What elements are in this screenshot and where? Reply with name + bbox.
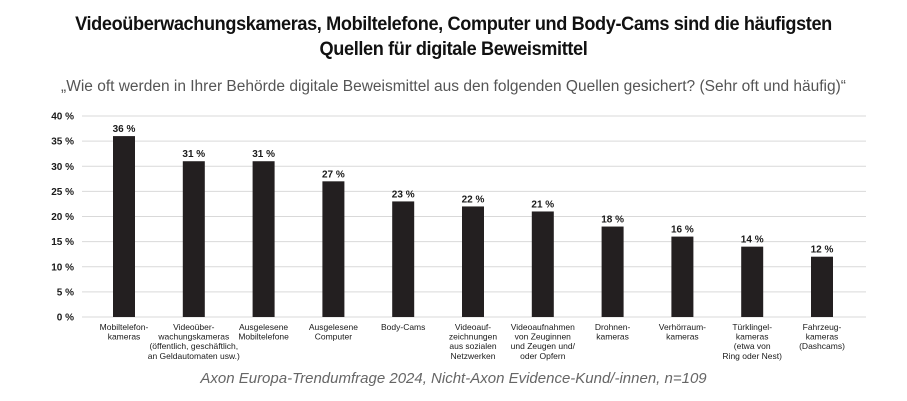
y-tick-label: 40 % xyxy=(51,112,74,123)
x-tick-label: Türklingel-kameras (etwa von Ring oder Nes… xyxy=(722,322,782,361)
x-tick-label: Videoauf-zeichnungen aus sozialen Netzwerk… xyxy=(449,322,497,361)
data-label: 22 % xyxy=(462,194,485,205)
y-tick-label: 30 % xyxy=(51,162,74,173)
y-tick-label: 25 % xyxy=(51,187,74,198)
y-tick-label: 20 % xyxy=(51,212,74,223)
bar xyxy=(182,161,205,317)
chart-title: Videoüberwachungskameras, Mobiltelefone,… xyxy=(32,12,876,62)
x-tick-label: Body-Cams xyxy=(381,322,425,332)
data-label: 31 % xyxy=(252,149,275,160)
chart-title-line-1: Videoüberwachungskameras, Mobiltelefone,… xyxy=(75,13,832,35)
chart-title-line-2: Quellen für digitale Beweismittel xyxy=(319,38,588,60)
x-tick-label: Ausgelesene Computer xyxy=(309,322,358,342)
data-label: 23 % xyxy=(392,189,415,200)
bar xyxy=(392,201,415,317)
data-label: 12 % xyxy=(811,245,834,256)
data-label: 16 % xyxy=(671,225,694,236)
x-tick-label: Verhörraum-kameras xyxy=(659,322,706,342)
bar xyxy=(322,181,345,317)
bar xyxy=(531,211,554,317)
x-tick-label: Mobiltelefon-kameras xyxy=(100,322,149,342)
source-footnote: Axon Europa-Trendumfrage 2024, Nicht-Axo… xyxy=(200,370,707,387)
bar xyxy=(462,206,484,317)
data-label: 14 % xyxy=(741,235,764,246)
x-tick-label: Fahrzeug-kameras (Dashcams) xyxy=(799,322,845,351)
bar xyxy=(113,136,135,317)
data-label: 31 % xyxy=(182,149,205,160)
y-tick-label: 10 % xyxy=(51,262,74,273)
x-tick-label: Videoaufnahmen von Zeuginnen und Zeugen un… xyxy=(511,322,576,361)
y-tick-label: 15 % xyxy=(51,237,74,248)
bar xyxy=(252,161,275,317)
data-label: 36 % xyxy=(113,124,136,135)
data-label: 21 % xyxy=(531,199,554,210)
data-label: 18 % xyxy=(601,215,624,226)
bar xyxy=(741,246,764,317)
y-tick-label: 0 % xyxy=(57,313,74,324)
bar xyxy=(601,226,624,317)
x-tick-label: Drohnen-kameras xyxy=(595,322,631,342)
x-tick-label: Videoüber-wachungskameras (öffentlich, ge… xyxy=(148,322,240,361)
bar xyxy=(671,236,694,317)
bar xyxy=(811,256,833,317)
data-label: 27 % xyxy=(322,169,345,180)
chart-subtitle: „Wie oft werden in Ihrer Behörde digital… xyxy=(61,78,846,95)
y-tick-label: 5 % xyxy=(57,287,74,298)
y-tick-label: 35 % xyxy=(51,137,74,148)
x-tick-label: Ausgelesene Mobiltelefone xyxy=(238,322,289,342)
